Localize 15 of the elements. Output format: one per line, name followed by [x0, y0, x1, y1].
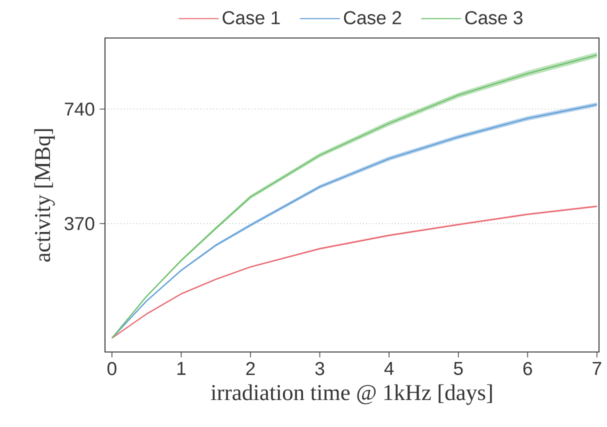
- x-tick-label: 5: [454, 362, 463, 376]
- x-tick-label: 4: [384, 362, 394, 375]
- x-axis-title: irradiation time @ 1kHz [days]: [211, 384, 492, 405]
- legend-label: Case 1: [222, 11, 280, 24]
- legend-label: Case 3: [465, 11, 522, 24]
- x-tick-label: 6: [523, 362, 532, 376]
- x-tick-label: 3: [315, 362, 324, 376]
- y-tick-label: 740: [64, 102, 94, 116]
- x-tick-label: 0: [107, 362, 116, 376]
- legend-label: Case 2: [344, 11, 402, 24]
- y-axis-title: activity [MBq]: [34, 129, 55, 262]
- x-tick-label: 7: [592, 362, 602, 375]
- y-tick-label: 370: [64, 217, 94, 230]
- x-tick-label: 2: [246, 362, 255, 376]
- x-tick-label: 1: [177, 362, 186, 375]
